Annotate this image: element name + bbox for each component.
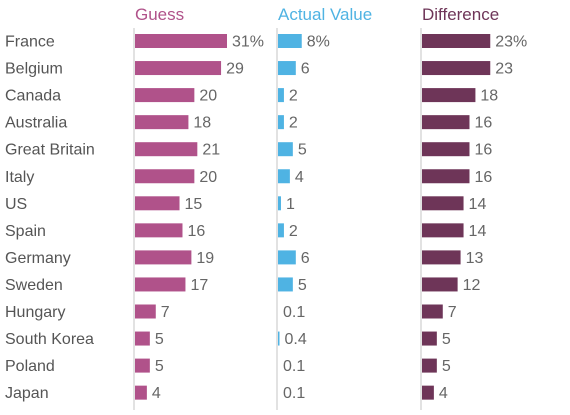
data-label-1: 2 [289, 223, 298, 240]
category-label: Italy [5, 169, 34, 186]
category-label: Australia [5, 115, 67, 132]
data-label-1: 0.1 [283, 304, 305, 321]
bar-2 [422, 88, 476, 103]
category-label: Japan [5, 385, 49, 402]
bar-0 [135, 250, 192, 265]
data-label-2: 23% [495, 34, 527, 51]
data-label-1: 2 [289, 88, 298, 105]
category-label: Spain [5, 223, 46, 240]
data-label-0: 5 [155, 331, 164, 348]
bar-2 [422, 277, 458, 292]
data-label-1: 4 [295, 169, 304, 186]
bar-0 [135, 169, 195, 184]
bar-0 [135, 142, 198, 157]
category-label: Great Britain [5, 142, 95, 159]
category-label: US [5, 196, 27, 213]
data-label-0: 20 [199, 169, 217, 186]
category-label: France [5, 34, 55, 51]
bar-2 [422, 196, 464, 211]
data-label-1: 6 [301, 250, 310, 267]
data-label-1: 0.1 [283, 358, 305, 375]
data-label-0: 18 [193, 115, 211, 132]
bar-1 [278, 115, 284, 130]
data-label-0: 19 [196, 250, 214, 267]
data-label-1: 0.4 [285, 331, 307, 348]
bar-1 [278, 223, 284, 238]
data-label-2: 4 [439, 385, 448, 402]
data-label-0: 21 [202, 142, 220, 159]
bar-0 [135, 331, 150, 346]
bar-1 [278, 34, 302, 48]
bar-1 [278, 88, 284, 103]
category-label: Canada [5, 88, 61, 105]
bar-0 [135, 304, 156, 319]
bar-2 [422, 331, 437, 346]
bar-0 [135, 277, 186, 292]
series-header-0: Guess [135, 5, 184, 24]
bar-2 [422, 223, 464, 238]
bar-1 [278, 277, 293, 292]
data-label-2: 16 [474, 169, 492, 186]
data-label-2: 16 [474, 115, 492, 132]
bar-2 [422, 34, 491, 48]
bar-1 [278, 331, 280, 346]
data-label-2: 23 [495, 61, 513, 78]
bar-1 [278, 142, 293, 157]
bar-0 [135, 196, 180, 211]
bar-2 [422, 142, 470, 157]
data-label-1: 6 [301, 61, 310, 78]
data-label-2: 14 [469, 223, 487, 240]
data-label-0: 5 [155, 358, 164, 375]
data-label-2: 5 [442, 331, 451, 348]
data-label-0: 29 [226, 61, 244, 78]
bar-1 [278, 61, 296, 76]
bar-2 [422, 385, 434, 400]
category-label: South Korea [5, 331, 94, 348]
bar-0 [135, 34, 227, 48]
category-label: Hungary [5, 304, 65, 321]
data-label-0: 15 [185, 196, 203, 213]
category-label: Germany [5, 250, 71, 267]
data-label-1: 5 [298, 142, 307, 159]
bar-1 [278, 169, 290, 184]
data-label-0: 17 [190, 277, 208, 294]
series-header-1: Actual Value [278, 5, 372, 24]
bar-1 [278, 250, 296, 265]
category-label: Sweden [5, 277, 63, 294]
data-label-2: 16 [474, 142, 492, 159]
bar-2 [422, 61, 491, 76]
data-label-2: 12 [463, 277, 481, 294]
data-label-1: 1 [286, 196, 295, 213]
bar-0 [135, 223, 183, 238]
bar-2 [422, 358, 437, 373]
data-label-1: 0.1 [283, 385, 305, 402]
bar-0 [135, 115, 189, 130]
data-label-2: 7 [448, 304, 457, 321]
data-label-0: 4 [152, 385, 161, 402]
data-label-2: 14 [469, 196, 487, 213]
bar-2 [422, 115, 470, 130]
bar-2 [422, 169, 470, 184]
category-label: Belgium [5, 61, 63, 78]
bar-0 [135, 88, 195, 103]
series-header-2: Difference [422, 5, 499, 24]
data-label-2: 5 [442, 358, 451, 375]
data-label-0: 16 [187, 223, 205, 240]
bar-0 [135, 61, 222, 76]
category-label: Poland [5, 358, 55, 375]
data-label-1: 5 [298, 277, 307, 294]
data-label-0: 7 [161, 304, 170, 321]
data-label-0: 20 [199, 88, 217, 105]
data-label-0: 31% [232, 34, 264, 51]
data-label-1: 2 [289, 115, 298, 132]
data-label-2: 13 [466, 250, 484, 267]
bar-2 [422, 250, 461, 265]
data-label-1: 8% [307, 34, 330, 51]
bar-2 [422, 304, 443, 319]
bar-0 [135, 358, 150, 373]
bar-0 [135, 385, 147, 400]
bar-1 [278, 196, 281, 211]
data-label-2: 18 [480, 88, 498, 105]
